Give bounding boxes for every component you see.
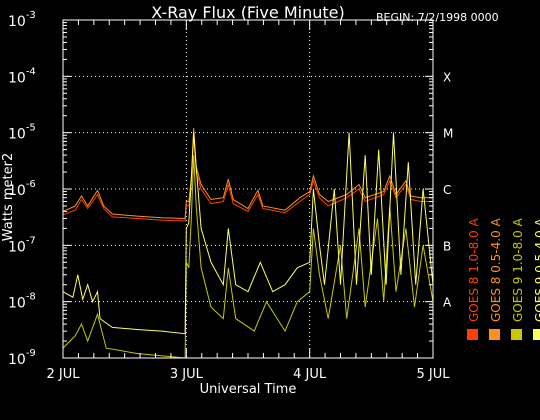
legend-label: GOES 9 1.0-8.0 A (511, 217, 525, 322)
flare-class-label: X (443, 70, 451, 84)
chart-subtitle: BEGIN: 7/2/1998 0000 (376, 11, 499, 24)
y-tick-label: 10-3 (8, 10, 36, 30)
flare-class-label: M (443, 127, 453, 141)
x-tick-label: 3 JUL (170, 367, 204, 382)
y-tick-label: 10-6 (8, 179, 36, 199)
y-tick-label: 10-7 (8, 235, 36, 255)
legend-swatch (511, 329, 522, 340)
legend-swatch (533, 329, 540, 340)
legend-label: GOES 9 0.5-4.0 A (533, 217, 540, 322)
y-tick-label: 10-8 (8, 292, 36, 312)
legend-swatch (467, 329, 478, 340)
legend-swatch (489, 329, 500, 340)
flare-class-label: C (443, 183, 451, 197)
legend: GOES 8 1.0-8.0 A GOES 8 0.5-4.0 A GOES 9 1… (467, 217, 540, 340)
x-axis-label: Universal Time (200, 382, 297, 397)
series-group (63, 128, 433, 358)
x-tick-label: 5 JUL (417, 367, 451, 382)
series-line-3 (63, 155, 433, 358)
legend-label: GOES 8 0.5-4.0 A (489, 217, 503, 322)
series-line-1 (63, 135, 433, 222)
series-line-4 (63, 132, 433, 335)
flare-class-label: B (443, 239, 451, 253)
y-axis-label: Watts meter2 (1, 153, 16, 241)
y-tick-label: 10-4 (8, 66, 36, 86)
x-tick-label: 4 JUL (293, 367, 327, 382)
grid (63, 20, 433, 358)
flare-class-label: A (443, 296, 452, 310)
x-tick-label: 2 JUL (47, 367, 81, 382)
legend-label: GOES 8 1.0-8.0 A (467, 217, 481, 322)
series-line-2 (63, 128, 433, 220)
axes: 10-9 10-8 10-7 10-6 10-5 10-4 10-3 2 JUL 3 JUL 4 … (8, 10, 453, 382)
y-tick-label: 10-9 (8, 348, 36, 368)
y-tick-label: 10-5 (8, 123, 36, 143)
chart-title: X-Ray Flux (Five Minute) (151, 3, 344, 22)
